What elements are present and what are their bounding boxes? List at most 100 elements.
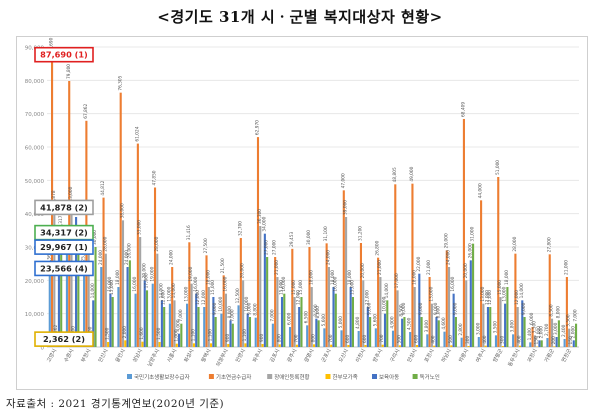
y-tick-label: 80,000 (25, 79, 45, 85)
data-label: 38,000 (120, 203, 126, 218)
legend-swatch (412, 374, 418, 379)
data-label: 12,500 (235, 288, 241, 303)
bar (109, 293, 112, 347)
bar (413, 287, 416, 347)
data-label: 27,500 (203, 238, 209, 253)
category-label: 양평군 (491, 347, 505, 364)
data-label: 12,000 (201, 290, 207, 305)
data-label: 16,000 (193, 276, 199, 291)
category-label: 평택시 (200, 347, 213, 363)
bar (231, 323, 234, 347)
category-label: 이천시 (353, 347, 367, 364)
data-label: 16,000 (332, 276, 338, 291)
bar (53, 207, 56, 347)
data-label: 12,000 (296, 290, 302, 305)
bar (298, 307, 301, 347)
bar (516, 307, 519, 347)
bar (401, 318, 404, 347)
bar (315, 318, 318, 347)
bar (222, 275, 225, 347)
data-label: 2,362 (53, 325, 59, 338)
category-label: 과천시 (525, 347, 539, 364)
bar (523, 317, 526, 347)
data-label: 200 (551, 336, 557, 344)
bar (574, 323, 578, 347)
callout-text: 87,690 (1) (40, 50, 88, 60)
data-label: 18,000 (330, 270, 336, 285)
data-label: 16,000 (132, 276, 138, 291)
bar (486, 307, 490, 347)
bar (254, 317, 257, 347)
data-label: 5,500 (566, 314, 572, 327)
data-label: 29,453 (289, 232, 295, 247)
bar (538, 340, 541, 347)
data-label: 700 (293, 334, 299, 342)
data-label: 16,000 (281, 276, 287, 291)
bar (197, 307, 200, 347)
callout-box (34, 260, 94, 277)
data-label: 49,000 (409, 166, 415, 181)
bar (383, 313, 387, 347)
data-label: 19,000 (149, 266, 155, 281)
bar (332, 287, 335, 347)
callout-text: 23,566 (4) (40, 263, 88, 273)
data-label: 5,600 (321, 314, 327, 327)
data-label: 2,000 (570, 326, 576, 339)
bar (323, 328, 326, 347)
bar (565, 277, 568, 347)
bar (48, 268, 51, 347)
data-label: 2,000 (536, 326, 542, 339)
data-label: 3,500 (493, 321, 499, 334)
bar (104, 253, 107, 347)
legend-label: 국민기초생활보장수급자 (134, 373, 190, 381)
data-label: 44,812 (100, 180, 106, 195)
data-label: 16,000 (450, 276, 456, 291)
category-label: 구리시 (388, 347, 402, 364)
bar (163, 307, 166, 347)
data-label: 600 (414, 335, 420, 343)
data-label: 4,600 (441, 317, 447, 330)
bar (92, 300, 95, 347)
bar (452, 293, 455, 347)
data-label: 21,000 (274, 260, 280, 275)
source-note: 자료출처 : 2021 경기통계연보(2020년 기준) (6, 398, 225, 410)
category-label: 양주시 (370, 347, 384, 364)
data-label: 27,000 (272, 240, 278, 255)
chart-frame: 010,00020,00030,00040,00050,00060,00070,… (16, 36, 588, 390)
category-label: 안양시 (233, 347, 247, 364)
data-label: 3,500 (531, 321, 537, 334)
data-label: 76,305 (117, 75, 123, 90)
bar (171, 267, 174, 347)
bar (411, 183, 414, 347)
bar (259, 226, 262, 347)
bar (278, 344, 281, 347)
data-label: 17,000 (144, 273, 150, 288)
data-label: 19,000 (188, 266, 194, 281)
bar (195, 293, 198, 347)
data-label: 6,000 (287, 312, 293, 325)
data-label: 15,000 (210, 280, 216, 295)
data-label: 36,300 (257, 209, 263, 224)
data-label: 27,800 (546, 237, 552, 252)
data-label: 9,000 (418, 302, 424, 315)
data-label: 1,400 (527, 328, 533, 341)
bar (504, 303, 507, 347)
bar (546, 338, 549, 347)
callout-box (34, 239, 94, 255)
category-label: 광주시 (286, 347, 299, 363)
data-label: 27,000 (264, 240, 270, 255)
data-label: 33,000 (137, 220, 143, 235)
bar (379, 277, 382, 347)
bar (203, 307, 206, 347)
bar (111, 297, 114, 347)
data-label: 17,000 (394, 273, 400, 288)
data-label: 21,000 (377, 260, 383, 275)
bar (280, 297, 284, 347)
bar (359, 243, 363, 347)
data-label: 29,000 (443, 233, 449, 248)
bar (494, 335, 498, 347)
bar (563, 339, 566, 347)
data-label: 34,000 (261, 216, 267, 231)
bar (334, 293, 337, 347)
bar (261, 344, 264, 347)
